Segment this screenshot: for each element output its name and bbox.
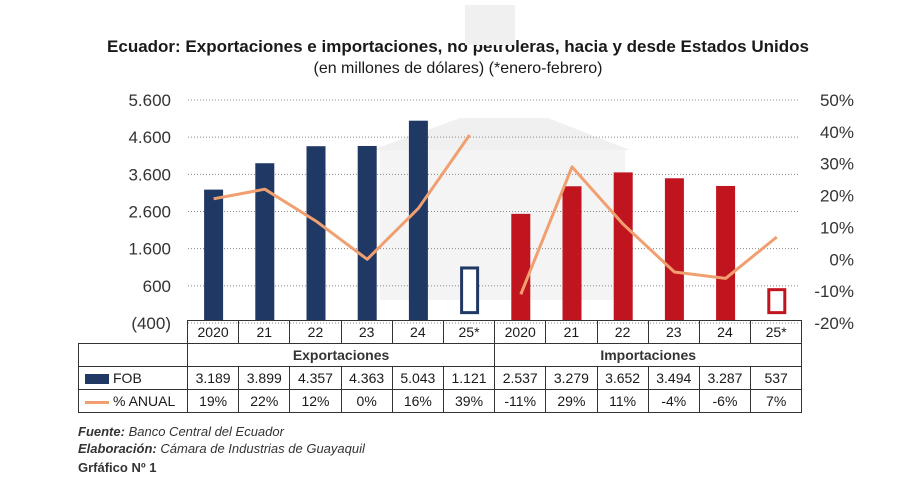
- pct-value-cell: 19%: [186, 389, 240, 413]
- left-axis-tick: 5.600: [128, 91, 171, 110]
- fob-legend-text: FOB: [113, 370, 142, 386]
- left-axis-tick: (400): [131, 314, 171, 333]
- export-bar: [408, 120, 428, 321]
- pct-value-cell: 29%: [545, 389, 598, 413]
- exports-group-label: Exportaciones: [186, 343, 496, 367]
- made-label: Elaboración:: [78, 441, 157, 456]
- pct-value-cell: -4%: [647, 389, 700, 413]
- left-axis-tick: 600: [143, 277, 171, 296]
- category-cell: 22: [596, 320, 649, 344]
- right-axis-tick: -20%: [814, 314, 854, 333]
- pct-value-cell: -6%: [698, 389, 752, 413]
- fob-value-cell: 3.287: [698, 366, 752, 390]
- left-axis-tick: 1.600: [128, 240, 171, 259]
- exports-growth-line: [213, 134, 471, 261]
- watermark-roof: [372, 118, 630, 150]
- fob-value-cell: 537: [750, 366, 803, 390]
- pct-value-cell: 11%: [596, 389, 649, 413]
- table-group-row: Exportaciones Importaciones: [78, 343, 803, 367]
- import-bar: [767, 288, 787, 315]
- fob-value-cell: 3.652: [596, 366, 649, 390]
- fob-value-cell: 3.494: [647, 366, 700, 390]
- fob-value-cell: 1.121: [442, 366, 496, 390]
- table-pct-row: % ANUAL 19% 22% 12% 0% 16% 39% -11% 29% 11% -4% -6…: [78, 389, 803, 413]
- export-bar: [255, 163, 275, 321]
- export-bar: [460, 266, 480, 315]
- category-cell: 2020: [494, 320, 547, 344]
- fob-value-cell: 3.899: [238, 366, 291, 390]
- pct-value-cell: 12%: [289, 389, 342, 413]
- category-cell: 21: [545, 320, 598, 344]
- right-axis-tick: 20%: [820, 187, 854, 206]
- fob-row-label: FOB: [78, 366, 188, 390]
- chart-subtitle: (en millones de dólares) (*enero-febrero…: [313, 60, 603, 77]
- fob-value-cell: 4.363: [340, 366, 393, 390]
- category-cell: 23: [340, 320, 393, 344]
- table-fob-row: FOB 3.189 3.899 4.357 4.363 5.043 1.121 2.537 3…: [78, 366, 803, 390]
- export-bar: [357, 145, 377, 321]
- fob-value-cell: 3.279: [545, 366, 598, 390]
- category-cell: 23: [647, 320, 700, 344]
- category-cell: 25*: [750, 320, 803, 344]
- left-axis-tick: 4.600: [128, 128, 171, 147]
- made-text: Cámara de Industrias de Guayaquil: [160, 441, 365, 456]
- pct-value-cell: 7%: [750, 389, 803, 413]
- source-text: Banco Central del Ecuador: [128, 424, 284, 439]
- chart-title: Ecuador: Exportaciones e importaciones, …: [107, 37, 809, 56]
- category-cell: 24: [698, 320, 752, 344]
- pct-value-cell: 22%: [238, 389, 291, 413]
- import-bar: [511, 213, 531, 321]
- imports-group-label: Importaciones: [494, 343, 803, 367]
- category-cell: 25*: [442, 320, 496, 344]
- pct-value-cell: 39%: [442, 389, 496, 413]
- pct-value-cell: -11%: [494, 389, 547, 413]
- fob-value-cell: 2.537: [494, 366, 547, 390]
- fob-legend-swatch: [85, 374, 109, 385]
- right-axis-tick: 40%: [820, 123, 854, 142]
- right-axis-tick: 30%: [820, 155, 854, 174]
- import-bar: [562, 186, 582, 321]
- category-cell: 24: [391, 320, 444, 344]
- right-axis-tick: -10%: [814, 282, 854, 301]
- watermark-chimney: [465, 5, 515, 45]
- chart-number: Grfáfico Nº 1: [78, 460, 157, 475]
- export-bar: [204, 189, 224, 321]
- import-bar: [664, 178, 684, 321]
- right-axis-tick: 50%: [820, 91, 854, 110]
- imports-growth-line: [519, 165, 778, 295]
- pct-value-cell: 0%: [340, 389, 393, 413]
- right-axis-tick: 10%: [820, 218, 854, 237]
- pct-row-label: % ANUAL: [78, 389, 188, 413]
- import-bar: [716, 185, 736, 321]
- left-axis-tick: 3.600: [128, 165, 171, 184]
- pct-value-cell: 16%: [391, 389, 444, 413]
- table-corner-cell: [78, 343, 188, 367]
- left-axis-tick: 2.600: [128, 203, 171, 222]
- fob-value-cell: 3.189: [186, 366, 240, 390]
- right-axis-tick: 0%: [829, 250, 854, 269]
- data-table: 2020 21 22 23 24 25* 2020 21 22 23 24 25* Exportaci…: [78, 320, 803, 413]
- pct-legend-text: % ANUAL: [113, 393, 176, 409]
- import-bar: [613, 172, 633, 321]
- made-note: Elaboración: Cámara de Industrias de Gua…: [78, 441, 365, 456]
- category-cell: 2020: [186, 320, 240, 344]
- source-note: Fuente: Banco Central del Ecuador: [78, 424, 284, 439]
- table-category-row: 2020 21 22 23 24 25* 2020 21 22 23 24 25*: [79, 320, 803, 344]
- category-cell: 22: [289, 320, 342, 344]
- export-bar: [306, 146, 326, 321]
- fob-value-cell: 5.043: [391, 366, 444, 390]
- pct-legend-swatch: [85, 400, 109, 404]
- category-cell: 21: [238, 320, 291, 344]
- source-label: Fuente:: [78, 424, 125, 439]
- fob-value-cell: 4.357: [289, 366, 342, 390]
